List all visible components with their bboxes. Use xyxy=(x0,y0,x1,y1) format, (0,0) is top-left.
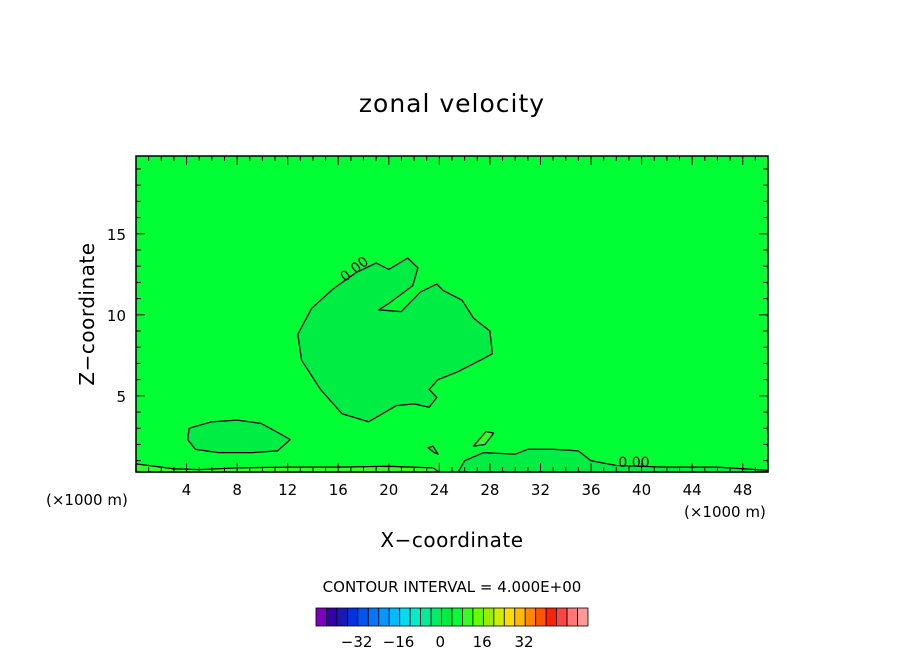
colorbar-tick-label: 0 xyxy=(436,633,446,651)
contour-region-upper-positive-lobe xyxy=(297,257,494,423)
x-unit-right: (×1000 m) xyxy=(684,503,766,521)
colorbar-swatch xyxy=(524,607,537,627)
x-tick-label: 36 xyxy=(581,481,600,499)
contour-region-small-cell-a xyxy=(427,445,439,455)
colorbar-swatch xyxy=(577,607,589,627)
colorbar-swatch xyxy=(472,607,484,627)
colorbar-swatch xyxy=(462,607,474,627)
x-tick-label: 12 xyxy=(278,481,297,499)
x-tick-label: 24 xyxy=(430,481,449,499)
x-tick-label: 44 xyxy=(683,481,702,499)
y-tick-label: 15 xyxy=(107,226,126,244)
x-tick-label: 20 xyxy=(379,481,398,499)
x-tick-label: 28 xyxy=(480,481,499,499)
y-tick-labels: 5 10 15 xyxy=(107,226,126,406)
colorbar-swatch xyxy=(326,607,338,627)
x-axis-label: X−coordinate xyxy=(380,528,523,552)
x-tick-label: 40 xyxy=(632,481,651,499)
colorbar xyxy=(315,607,589,627)
colorbar-swatch xyxy=(420,607,432,627)
contour-region-surface-layer-right xyxy=(457,448,769,473)
y-axis-label: Z−coordinate xyxy=(75,242,99,385)
x-tick-label: 8 xyxy=(232,481,242,499)
contour-regions xyxy=(135,257,769,473)
colorbar-swatch xyxy=(493,607,505,627)
colorbar-swatch xyxy=(514,607,526,627)
colorbar-tick-label: −16 xyxy=(383,633,415,651)
colorbar-swatch xyxy=(378,607,390,627)
contour-region-small-cell-b xyxy=(472,430,495,447)
colorbar-swatch xyxy=(357,607,369,627)
y-tick-label: 10 xyxy=(107,307,126,325)
colorbar-swatch xyxy=(430,607,442,627)
colorbar-swatch xyxy=(482,607,495,627)
colorbar-tick-label: 32 xyxy=(514,633,533,651)
colorbar-tick-label: 16 xyxy=(473,633,492,651)
colorbar-swatch xyxy=(556,607,568,627)
contour-label: 0.00 xyxy=(618,455,649,471)
x-tick-label: 16 xyxy=(329,481,348,499)
colorbar-tick-label: −32 xyxy=(341,633,373,651)
colorbar-swatch xyxy=(566,607,578,627)
x-unit-left: (×1000 m) xyxy=(46,491,128,509)
colorbar-swatch xyxy=(545,607,558,627)
plot-area: 0.000.00 xyxy=(135,155,769,473)
colorbar-swatch xyxy=(388,607,401,627)
colorbar-swatch xyxy=(409,607,422,627)
colorbar-swatch xyxy=(346,607,359,627)
x-tick-label: 4 xyxy=(182,481,192,499)
contour-interval-text: CONTOUR INTERVAL = 4.000E+00 xyxy=(323,578,582,596)
colorbar-labels: −32 −16 0 16 32 xyxy=(341,633,534,651)
axis-ticks xyxy=(136,156,768,472)
colorbar-swatch xyxy=(315,607,327,627)
x-tick-labels: 4 8 12 16 20 24 28 32 36 40 44 48 xyxy=(182,481,752,499)
colorbar-swatch xyxy=(441,607,453,627)
x-tick-label: 32 xyxy=(531,481,550,499)
colorbar-swatch xyxy=(336,607,348,627)
chart-title: zonal velocity xyxy=(359,89,545,118)
contour-region-lower-left-lobe xyxy=(187,419,291,454)
colorbar-swatch xyxy=(367,607,380,627)
y-tick-label: 5 xyxy=(116,388,126,406)
colorbar-swatch xyxy=(503,607,516,627)
colorbar-swatch xyxy=(451,607,463,627)
colorbar-swatch xyxy=(399,607,411,627)
x-tick-label: 48 xyxy=(733,481,752,499)
colorbar-swatch xyxy=(535,607,547,627)
